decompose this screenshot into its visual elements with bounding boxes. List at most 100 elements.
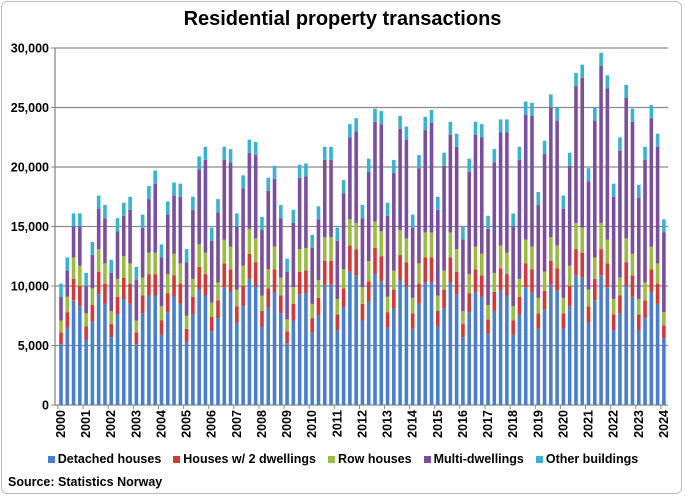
bar-segment-other-buildings <box>398 115 402 129</box>
bar-segment-other-buildings <box>630 108 635 122</box>
bar-segment-other-buildings <box>291 209 296 223</box>
bar-segment-other-buildings <box>191 196 195 210</box>
bar-segment-multi-dwellings <box>461 239 465 311</box>
bar-segment-row-houses <box>241 265 245 286</box>
legend-item: Detached houses <box>47 452 161 466</box>
bar-segment-houses-w-2-dwellings <box>222 263 227 288</box>
bar-segment-detached-houses <box>165 312 170 405</box>
x-tick-label: 2018 <box>506 410 520 438</box>
bar-segment-other-buildings <box>348 124 352 138</box>
bar-segment-multi-dwellings <box>203 159 208 253</box>
bar-segment-detached-houses <box>304 293 308 405</box>
y-tick-label: 5,000 <box>18 339 49 353</box>
bar-segment-detached-houses <box>467 312 471 405</box>
bar-segment-houses-w-2-dwellings <box>184 328 189 342</box>
bar-segment-row-houses <box>662 312 666 326</box>
bar-segment-multi-dwellings <box>253 155 258 239</box>
bar-segment-other-buildings <box>473 121 478 135</box>
bar-segment-houses-w-2-dwellings <box>536 313 541 329</box>
bar-segment-row-houses <box>649 246 654 270</box>
bar-segment-houses-w-2-dwellings <box>159 320 164 335</box>
bar-segment-other-buildings <box>605 75 610 89</box>
bar-segment-detached-houses <box>354 275 358 405</box>
bar-segment-multi-dwellings <box>417 168 421 264</box>
bar-segment-houses-w-2-dwellings <box>586 306 591 323</box>
bar-segment-multi-dwellings <box>184 262 189 316</box>
bar-segment-detached-houses <box>84 339 88 405</box>
bar-segment-row-houses <box>423 232 428 258</box>
bar-segment-houses-w-2-dwellings <box>266 288 271 308</box>
legend-swatch <box>173 455 181 463</box>
bar-segment-row-houses <box>235 289 239 307</box>
bar-segment-detached-houses <box>297 294 302 405</box>
bar-segment-other-buildings <box>115 218 120 232</box>
bar-segment-multi-dwellings <box>348 137 352 220</box>
bar-segment-row-houses <box>643 282 647 301</box>
bar-segment-row-houses <box>511 306 515 321</box>
bar-segment-detached-houses <box>78 306 82 405</box>
bar-segment-other-buildings <box>404 126 409 140</box>
bar-segment-other-buildings <box>517 146 522 160</box>
x-tick-label: 2017 <box>481 410 495 438</box>
bar-segment-other-buildings <box>360 205 365 219</box>
bar-segment-detached-houses <box>203 295 208 405</box>
bar-segment-multi-dwellings <box>599 65 603 223</box>
bar-segment-detached-houses <box>140 313 145 405</box>
bar-segment-multi-dwellings <box>618 150 622 278</box>
bar-segment-other-buildings <box>618 137 622 151</box>
bar-segment-detached-houses <box>423 282 428 405</box>
bar-segment-houses-w-2-dwellings <box>593 278 597 301</box>
bar-segment-houses-w-2-dwellings <box>310 318 314 333</box>
legend-label: Row houses <box>337 452 412 466</box>
bar-segment-houses-w-2-dwellings <box>329 261 333 285</box>
bar-segment-row-houses <box>216 282 220 301</box>
bar-segment-multi-dwellings <box>630 121 635 254</box>
bar-segment-multi-dwellings <box>662 232 666 313</box>
x-tick-label: 2010 <box>305 410 319 438</box>
bar-segment-detached-houses <box>523 287 528 405</box>
bar-segment-houses-w-2-dwellings <box>235 306 239 323</box>
bar-segment-row-houses <box>140 277 145 296</box>
bar-segment-other-buildings <box>655 133 660 147</box>
bar-segment-other-buildings <box>285 258 289 272</box>
bar-segment-detached-houses <box>260 326 264 405</box>
bar-segment-houses-w-2-dwellings <box>253 262 258 286</box>
bar-segment-multi-dwellings <box>536 205 541 298</box>
bar-segment-multi-dwellings <box>373 121 377 222</box>
bar-segment-row-houses <box>103 263 107 284</box>
bar-segment-multi-dwellings <box>498 132 503 246</box>
bar-segment-houses-w-2-dwellings <box>109 324 114 338</box>
bar-segment-houses-w-2-dwellings <box>398 255 402 281</box>
bar-segment-other-buildings <box>71 213 76 227</box>
bar-segment-detached-houses <box>109 337 114 405</box>
bar-segment-multi-dwellings <box>379 124 384 232</box>
bar-segment-houses-w-2-dwellings <box>454 271 459 295</box>
bar-segment-houses-w-2-dwellings <box>285 331 289 344</box>
bar-segment-detached-houses <box>216 318 220 405</box>
bar-segment-other-buildings <box>611 183 616 197</box>
bar-segment-detached-houses <box>153 295 157 405</box>
bar-segment-row-houses <box>96 249 101 272</box>
bar-segment-multi-dwellings <box>241 188 245 266</box>
bar-segment-other-buildings <box>523 101 528 115</box>
bar-segment-houses-w-2-dwellings <box>65 312 70 328</box>
x-tick-label: 2015 <box>431 410 445 438</box>
bar-segment-row-houses <box>165 274 170 294</box>
bar-segment-detached-houses <box>436 326 440 405</box>
bar-segment-multi-dwellings <box>354 131 358 223</box>
bar-segment-row-houses <box>542 271 547 291</box>
bar-segment-houses-w-2-dwellings <box>354 249 358 276</box>
bar-segment-detached-houses <box>442 308 446 405</box>
bar-segment-houses-w-2-dwellings <box>486 319 490 334</box>
x-tick-label: 2008 <box>255 410 269 438</box>
bar-segment-detached-houses <box>285 343 289 405</box>
bar-segment-multi-dwellings <box>59 296 63 321</box>
bar-segment-other-buildings <box>530 102 534 116</box>
bar-segment-other-buildings <box>479 124 484 138</box>
bar-segment-other-buildings <box>329 146 333 160</box>
bar-segment-multi-dwellings <box>285 271 289 320</box>
bar-segment-other-buildings <box>90 241 95 256</box>
bar-segment-detached-houses <box>373 274 377 405</box>
bar-segment-houses-w-2-dwellings <box>140 295 145 314</box>
bar-segment-detached-houses <box>605 287 610 405</box>
